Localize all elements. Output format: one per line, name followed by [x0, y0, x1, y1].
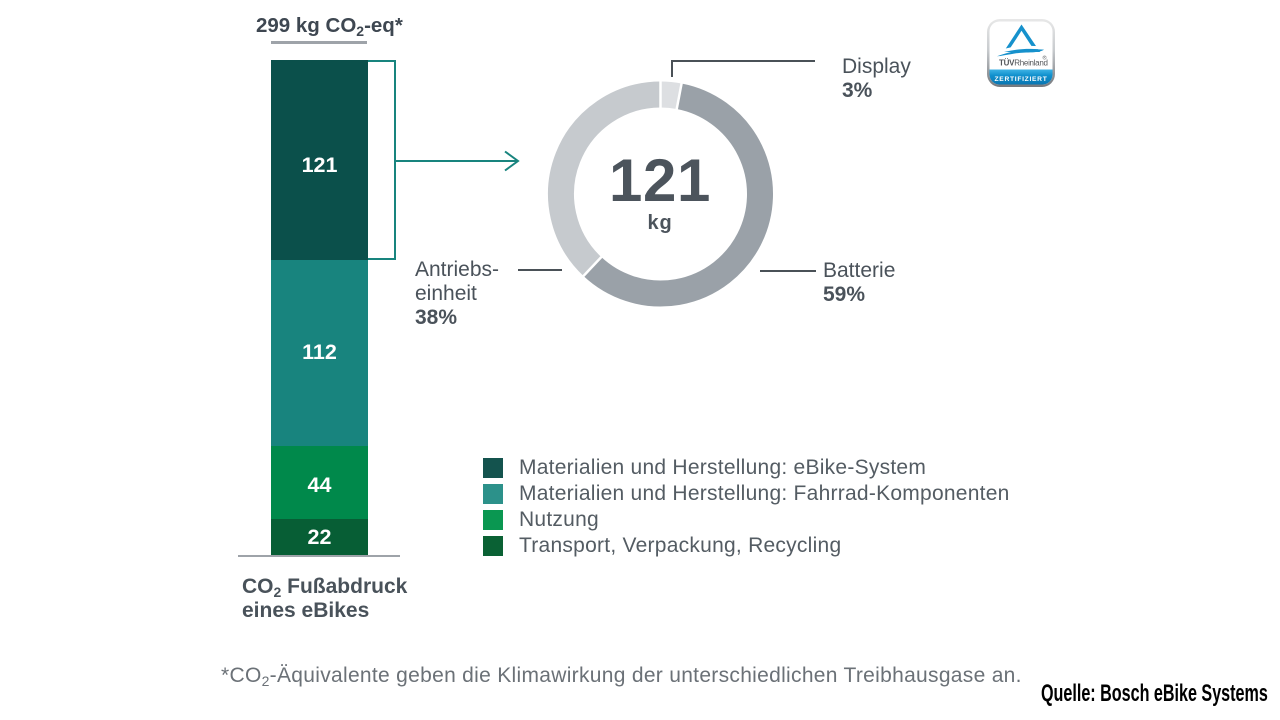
svg-text:ZERTIFIZIERT: ZERTIFIZIERT [995, 76, 1048, 83]
svg-text:TÜVRheinland: TÜVRheinland [999, 59, 1048, 68]
svg-text:®: ® [1042, 55, 1046, 62]
